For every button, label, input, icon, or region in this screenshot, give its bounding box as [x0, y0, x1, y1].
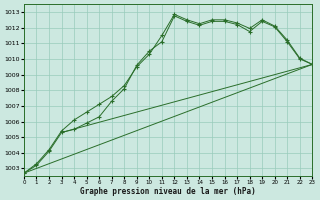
X-axis label: Graphe pression niveau de la mer (hPa): Graphe pression niveau de la mer (hPa): [80, 187, 256, 196]
